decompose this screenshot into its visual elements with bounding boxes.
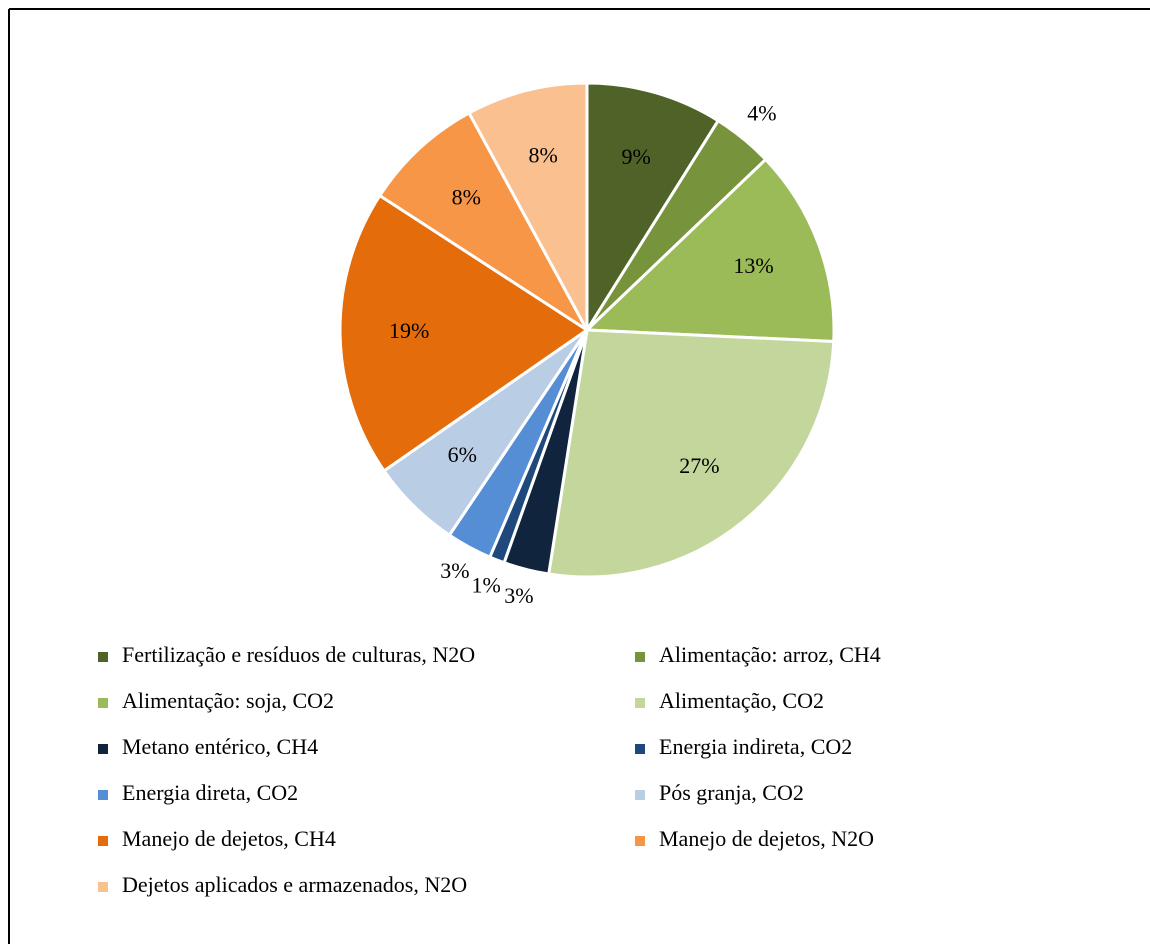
pie-slice bbox=[467, 81, 589, 331]
legend-swatch bbox=[635, 744, 645, 754]
legend-label: Alimentação, CO2 bbox=[659, 688, 824, 713]
data-label: 4% bbox=[747, 101, 776, 126]
data-label: 9% bbox=[621, 144, 650, 169]
data-label: 13% bbox=[733, 253, 773, 278]
legend-label: Metano entérico, CH4 bbox=[122, 734, 318, 759]
legend-swatch bbox=[98, 790, 108, 800]
legend-swatch bbox=[635, 790, 645, 800]
legend-label: Alimentação: soja, CO2 bbox=[122, 688, 334, 713]
legend-label: Energia indireta, CO2 bbox=[659, 734, 852, 759]
pie-slice bbox=[585, 81, 721, 336]
legend-swatch bbox=[98, 698, 108, 708]
legend-label: Energia direta, CO2 bbox=[122, 780, 298, 805]
data-label: 27% bbox=[679, 453, 719, 478]
legend-swatch bbox=[635, 698, 645, 708]
legend-label: Dejetos aplicados e armazenados, N2O bbox=[122, 872, 467, 897]
data-label: 8% bbox=[529, 143, 558, 168]
pie-slice bbox=[547, 328, 836, 579]
data-label: 8% bbox=[452, 185, 481, 210]
data-label: 3% bbox=[440, 558, 469, 583]
legend-swatch bbox=[98, 882, 108, 892]
legend-swatch bbox=[98, 652, 108, 662]
legend-swatch bbox=[98, 744, 108, 754]
data-label: 3% bbox=[504, 583, 533, 608]
data-label: 1% bbox=[471, 573, 500, 598]
pie-slice bbox=[583, 157, 836, 344]
legend-swatch bbox=[98, 836, 108, 846]
legend-label: Pós granja, CO2 bbox=[659, 780, 804, 805]
legend-label: Manejo de dejetos, CH4 bbox=[122, 826, 336, 851]
data-label: 19% bbox=[389, 318, 429, 343]
data-label: 6% bbox=[448, 442, 477, 467]
legend-label: Fertilização e resíduos de culturas, N2O bbox=[122, 642, 475, 667]
legend-label: Manejo de dejetos, N2O bbox=[659, 826, 874, 851]
legend-label: Alimentação: arroz, CH4 bbox=[659, 642, 881, 667]
legend-swatch bbox=[635, 836, 645, 846]
pie-slice bbox=[377, 110, 589, 332]
legend-swatch bbox=[635, 652, 645, 662]
pie-slice bbox=[338, 193, 590, 473]
